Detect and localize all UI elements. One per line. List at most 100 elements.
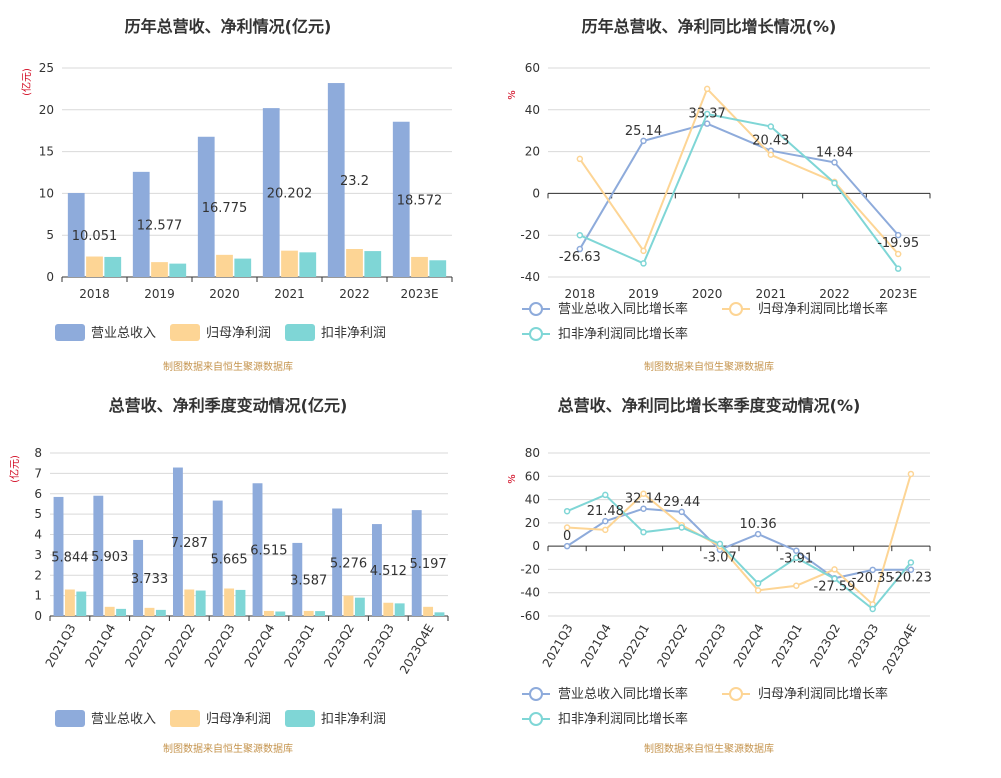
y-axis-unit: %: [507, 474, 518, 484]
x-tick-label: 2022: [819, 287, 850, 301]
series-point: [563, 542, 571, 550]
x-tick-label: 2023E: [879, 287, 917, 301]
series-point: [640, 260, 647, 267]
y-tick-label: 3: [34, 548, 42, 562]
series-point: [869, 605, 876, 613]
legend-marker: [529, 302, 543, 316]
x-tick-label: 2021Q3: [43, 622, 79, 670]
bar: [429, 260, 447, 277]
x-tick-label: 2018: [565, 287, 596, 301]
data-label: 14.84: [816, 145, 853, 160]
y-tick-label: 60: [525, 61, 540, 75]
x-tick-label: 2019: [144, 287, 175, 301]
x-tick-label: 2019: [628, 287, 659, 301]
quarterly-growth-panel: 总营收、净利同比增长率季度变动情况(%)% -60 -40 -20 0 20 40 60 80 2…: [500, 389, 1001, 778]
x-tick-label: 2023Q1: [281, 622, 317, 670]
bar: [155, 609, 166, 616]
data-label: -27.59: [814, 579, 856, 594]
series-point: [563, 507, 571, 515]
x-tick-label: 2023Q3: [361, 622, 397, 670]
annual-growth-panel: 历年总营收、净利同比增长情况(%)% -40 -20 0 20 40 60 2018 2019 2…: [500, 0, 1001, 389]
x-tick-label: 2021Q4: [82, 622, 118, 670]
chart-title: 总营收、净利同比增长率季度变动情况(%): [558, 396, 861, 415]
series-point: [831, 159, 838, 166]
data-label: -3.07: [703, 551, 737, 566]
data-label: 23.2: [340, 174, 369, 189]
bar: [411, 256, 428, 277]
bar: [172, 467, 183, 616]
series-line: [579, 87, 899, 255]
data-source-note: 制图数据来自恒生聚源数据库: [644, 360, 774, 373]
legend-swatch: [170, 324, 200, 341]
legend-marker: [529, 687, 543, 701]
y-axis-unit: (亿元): [8, 455, 21, 483]
series-point: [678, 524, 685, 531]
legend-swatch: [285, 324, 315, 341]
y-tick-label: 15: [39, 145, 54, 159]
data-label: 5.276: [330, 556, 367, 571]
bar: [195, 590, 206, 616]
legend-label: 营业总收入同比增长率: [558, 686, 688, 702]
y-tick-label: 40: [525, 493, 540, 507]
data-label: 21.48: [587, 504, 624, 519]
series-point: [754, 587, 762, 594]
x-tick-label: 2020: [692, 287, 723, 301]
bar: [64, 589, 75, 616]
y-tick-label: 4: [34, 528, 42, 542]
y-tick-label: 7: [34, 466, 42, 480]
legend-label: 归母净利润同比增长率: [758, 301, 888, 317]
bar: [93, 495, 104, 616]
bar: [144, 607, 155, 616]
bar: [212, 500, 223, 616]
x-tick-label: 2023Q1: [769, 622, 805, 670]
data-label: 10.051: [72, 229, 118, 244]
bar: [86, 256, 103, 277]
quarterly-revenue-profit-panel: 总营收、净利季度变动情况(亿元) (亿元) 0 1 2 3 4 5 6 7 8 2021Q3 2021Q…: [0, 389, 500, 778]
y-tick-label: 0: [46, 270, 54, 284]
y-tick-label: 0: [532, 539, 540, 553]
bar: [371, 524, 382, 616]
series-point: [563, 524, 571, 531]
series-point: [831, 179, 838, 187]
data-label: 16.775: [202, 201, 248, 216]
bar: [234, 258, 252, 277]
series-point: [754, 580, 762, 587]
legend-label: 扣非净利润同比增长率: [558, 711, 688, 727]
x-tick-label: 2023Q4E: [880, 622, 920, 677]
bar: [67, 192, 85, 277]
legend-label: 营业总收入同比增长率: [558, 301, 688, 317]
data-label: 4.512: [370, 564, 407, 579]
bar: [235, 589, 246, 616]
y-tick-label: 40: [525, 103, 540, 117]
legend-label: 归母净利润: [206, 712, 271, 727]
x-tick-label: 2018: [79, 287, 110, 301]
bar: [332, 508, 343, 616]
legend-label: 归母净利润: [206, 326, 271, 341]
x-tick-label: 2022Q4: [242, 622, 278, 670]
bar: [184, 589, 195, 616]
series-point: [576, 155, 584, 163]
series-point: [640, 505, 647, 512]
series-point: [640, 528, 647, 536]
x-tick-label: 2022: [339, 287, 370, 301]
series-point: [640, 137, 647, 145]
y-tick-label: 2: [34, 568, 42, 582]
series-line: [567, 473, 912, 607]
x-tick-label: 2020: [209, 287, 240, 301]
data-label: -19.95: [877, 236, 919, 251]
series-point: [767, 123, 775, 130]
legend-label: 归母净利润同比增长率: [758, 686, 888, 702]
series-point: [894, 231, 902, 239]
bar: [394, 603, 405, 616]
y-tick-label: 20: [525, 516, 540, 530]
x-tick-label: 2023Q2: [321, 622, 357, 670]
legend-swatch: [170, 710, 200, 727]
y-tick-label: -20: [520, 228, 540, 242]
series-point: [703, 120, 711, 127]
data-label: 25.14: [625, 124, 662, 139]
bar: [354, 597, 365, 616]
x-tick-label: 2022Q1: [616, 622, 652, 670]
series-line: [579, 112, 899, 270]
series-point: [793, 554, 800, 562]
bar: [104, 606, 115, 616]
